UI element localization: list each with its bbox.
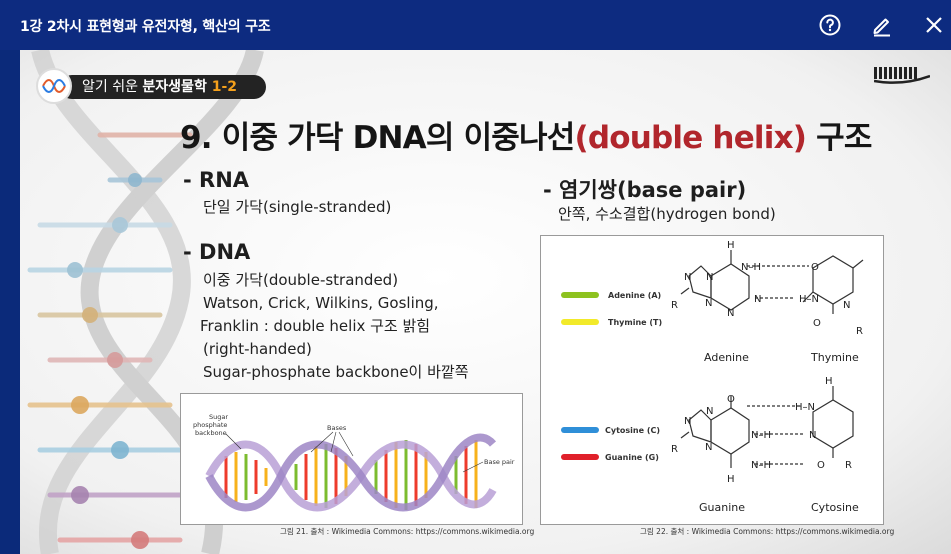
- svg-text:N: N: [727, 308, 734, 319]
- rna-heading: - RNA: [183, 168, 250, 192]
- course-badge-label: 알기 쉬운 분자생물학 1-2: [60, 75, 266, 99]
- svg-text:R: R: [845, 460, 852, 471]
- svg-text:H: H: [727, 240, 735, 251]
- adenine-thymine-structure: [680, 250, 864, 314]
- svg-text:O: O: [811, 262, 819, 273]
- svg-text:N: N: [705, 442, 712, 453]
- label-backbone: backbone: [195, 429, 227, 437]
- dna-heading: - DNA: [183, 240, 251, 264]
- guanine-color-swatch: [561, 454, 599, 460]
- badge-prefix: 알기 쉬운: [82, 79, 143, 95]
- svg-text:R: R: [856, 326, 863, 337]
- legend-thymine: Thymine (T): [608, 318, 662, 327]
- label-base-pair: Base pair: [484, 458, 515, 466]
- base-pair-heading: - 염기쌍(base pair): [543, 178, 747, 202]
- svg-text:H: H: [825, 376, 833, 387]
- guanine-name: Guanine: [699, 501, 745, 514]
- svg-text:N: N: [706, 406, 713, 417]
- svg-text:N: N: [705, 298, 712, 309]
- figure-22-base-pairs: Adenine (A) Thymine (T) Cytosine (C) Gua…: [540, 235, 884, 525]
- publisher-logo-icon: [873, 64, 931, 86]
- svg-text:O: O: [813, 318, 821, 329]
- svg-text:N–H: N–H: [751, 460, 771, 471]
- svg-text:O: O: [817, 460, 825, 471]
- svg-text:O: O: [727, 394, 735, 405]
- pencil-icon[interactable]: [870, 13, 894, 37]
- cytosine-color-swatch: [561, 427, 599, 433]
- figure-22-caption: 그림 22. 출처 : Wikimedia Commons: https://c…: [640, 527, 895, 536]
- close-icon[interactable]: [922, 13, 946, 37]
- adenine-name: Adenine: [704, 351, 749, 364]
- badge-subject: 분자생물학: [142, 79, 212, 95]
- slide-heading: 9. 이중 가닥 DNA의 이중나선(double helix) 구조: [180, 112, 872, 157]
- adenine-color-swatch: [561, 292, 599, 298]
- label-phosphate: phosphate: [193, 421, 227, 429]
- svg-text:R: R: [671, 444, 678, 455]
- figure-21-caption: 그림 21. 출처 : Wikimedia Commons: https://c…: [280, 527, 535, 536]
- label-sugar: Sugar: [209, 413, 228, 421]
- svg-text:N: N: [843, 300, 850, 311]
- base-legend: Adenine (A) Thymine (T) Cytosine (C) Gua…: [561, 291, 662, 462]
- svg-text:H–N: H–N: [799, 294, 819, 305]
- svg-text:N: N: [684, 272, 691, 283]
- dna-line-2: Watson, Crick, Wilkins, Gosling,: [203, 294, 439, 312]
- heading-main: 9. 이중 가닥 DNA의 이중나선: [180, 120, 575, 156]
- dna-logo-icon: [36, 68, 72, 104]
- title-bar: 1강 2차시 표현형과 유전자형, 핵산의 구조: [0, 0, 951, 50]
- svg-text:N: N: [754, 294, 761, 305]
- base-pair-description: 안쪽, 수소결합(hydrogen bond): [558, 205, 776, 223]
- legend-guanine: Guanine (G): [605, 453, 659, 462]
- legend-adenine: Adenine (A): [608, 291, 661, 300]
- lecture-slide: 알기 쉬운 분자생물학 1-2 9. 이중 가닥 DNA의 이중나선(doubl…: [20, 50, 951, 554]
- svg-text:N: N: [684, 416, 691, 427]
- heading-suffix: 구조: [806, 120, 872, 156]
- heading-accent: (double helix): [574, 120, 807, 156]
- svg-text:R: R: [671, 300, 678, 311]
- window-title: 1강 2차시 표현형과 유전자형, 핵산의 구조: [20, 19, 271, 35]
- svg-text:H: H: [727, 474, 735, 485]
- svg-text:H–N: H–N: [795, 402, 815, 413]
- label-bases: Bases: [327, 424, 347, 432]
- figure-21-double-helix: Sugar phosphate backbone Bases Base pair: [180, 393, 523, 525]
- dna-line-1: 이중 가닥(double-stranded): [203, 271, 399, 289]
- svg-text:N–H: N–H: [751, 430, 771, 441]
- svg-text:N: N: [706, 272, 713, 283]
- badge-number: 1-2: [211, 79, 237, 95]
- guanine-cytosine-structure: [680, 386, 854, 468]
- legend-cytosine: Cytosine (C): [605, 426, 660, 435]
- thymine-name: Thymine: [810, 351, 859, 364]
- svg-text:N–H: N–H: [741, 262, 761, 273]
- course-badge: 알기 쉬운 분자생물학 1-2: [36, 66, 268, 104]
- dna-line-4: (right-handed): [203, 340, 312, 358]
- svg-text:N: N: [809, 430, 816, 441]
- dna-line-3: Franklin : double helix 구조 밝힘: [200, 317, 431, 335]
- dna-line-5: Sugar-phosphate backbone이 바깥쪽: [203, 363, 469, 381]
- thymine-color-swatch: [561, 319, 599, 325]
- cytosine-name: Cytosine: [811, 501, 859, 514]
- help-circle-icon[interactable]: [818, 13, 842, 37]
- rna-description: 단일 가닥(single-stranded): [203, 198, 392, 216]
